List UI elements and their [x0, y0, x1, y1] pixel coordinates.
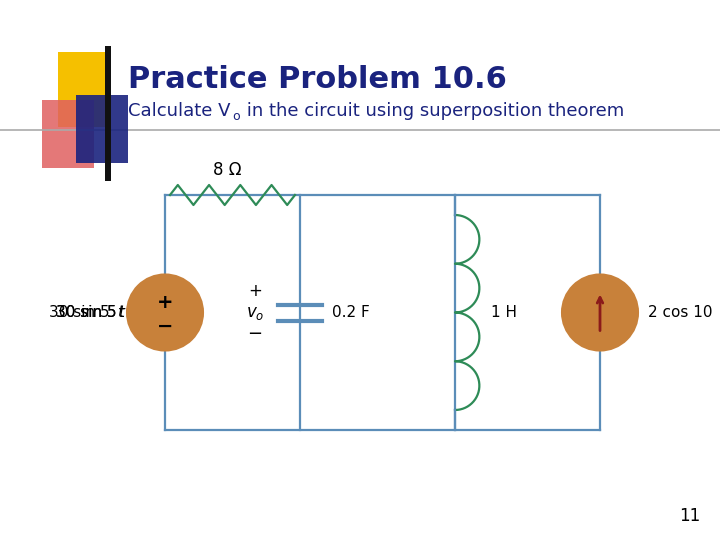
Text: o: o — [232, 110, 240, 123]
Text: Calculate V: Calculate V — [128, 102, 230, 120]
Text: 8 Ω: 8 Ω — [213, 161, 242, 179]
Text: t: t — [151, 305, 157, 320]
Text: +: + — [157, 293, 174, 312]
Circle shape — [562, 274, 638, 350]
Text: t: t — [118, 305, 124, 320]
Bar — [58, 52, 108, 127]
Text: +: + — [248, 281, 262, 300]
Text: 11: 11 — [679, 507, 700, 525]
Text: −: − — [248, 326, 263, 343]
Text: in the circuit using superposition theorem: in the circuit using superposition theor… — [241, 102, 624, 120]
Bar — [105, 46, 111, 181]
Text: t: t — [117, 305, 123, 320]
Text: Practice Problem 10.6: Practice Problem 10.6 — [128, 65, 507, 94]
Text: 1 H: 1 H — [491, 305, 518, 320]
Bar — [76, 95, 128, 163]
Text: 30 sin 5: 30 sin 5 — [56, 305, 117, 320]
Circle shape — [127, 274, 203, 350]
Text: 30 sin 5: 30 sin 5 — [56, 305, 117, 320]
Text: 0.2 F: 0.2 F — [332, 305, 370, 320]
Text: $v_o$: $v_o$ — [246, 303, 264, 321]
Text: 30 sin 5: 30 sin 5 — [50, 305, 110, 320]
Text: 2 cos 10: 2 cos 10 — [648, 305, 713, 320]
Text: V: V — [128, 305, 143, 320]
Bar — [42, 100, 94, 168]
Text: V: V — [162, 305, 177, 320]
Text: −: − — [157, 317, 174, 336]
